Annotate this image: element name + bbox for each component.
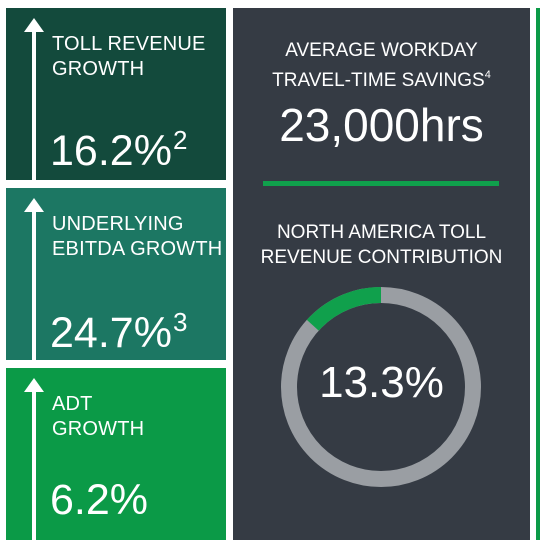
- footnote-marker: 2: [172, 125, 188, 155]
- tile-value: 16.2%2: [50, 125, 188, 175]
- footnote-marker: 3: [172, 307, 188, 337]
- tile-value: 24.7%3: [50, 307, 188, 357]
- toll-revenue-contribution-heading: NORTH AMERICA TOLL REVENUE CONTRIBUTION: [260, 222, 503, 268]
- contribution-value: 13.3%: [319, 358, 444, 407]
- tile-label: ADT GROWTH: [52, 393, 145, 440]
- tile-label: UNDERLYING EBITDA GROWTH: [52, 213, 223, 260]
- metrics-panel: AVERAGE WORKDAY TRAVEL-TIME SAVINGS4 23,…: [233, 8, 530, 540]
- travel-time-savings-value: 23,000hrs: [279, 99, 484, 151]
- divider: [263, 181, 499, 186]
- donut-arc-contribution: [306, 287, 382, 331]
- tile-value: 6.2%: [50, 476, 149, 524]
- travel-time-savings-heading: AVERAGE WORKDAY TRAVEL-TIME SAVINGS4: [272, 40, 491, 91]
- tile-label: TOLL REVENUE GROWTH: [52, 33, 206, 80]
- toll-revenue-growth-tile: TOLL REVENUE GROWTH 16.2%2: [6, 8, 226, 183]
- footnote-marker: 4: [484, 69, 491, 81]
- adt-growth-tile: ADT GROWTH 6.2%: [6, 368, 226, 543]
- edge-accent-strip: [536, 8, 540, 540]
- underlying-ebitda-growth-tile: UNDERLYING EBITDA GROWTH 24.7%3: [6, 188, 226, 363]
- up-arrow-icon: [24, 378, 44, 543]
- up-arrow-icon: [24, 18, 44, 183]
- up-arrow-icon: [24, 198, 44, 363]
- contribution-donut-chart: [281, 287, 481, 487]
